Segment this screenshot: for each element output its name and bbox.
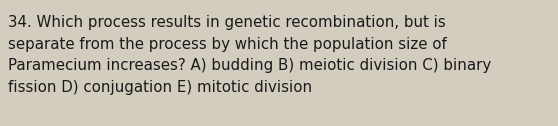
Text: 34. Which process results in genetic recombination, but is
separate from the pro: 34. Which process results in genetic rec… [8, 15, 492, 95]
